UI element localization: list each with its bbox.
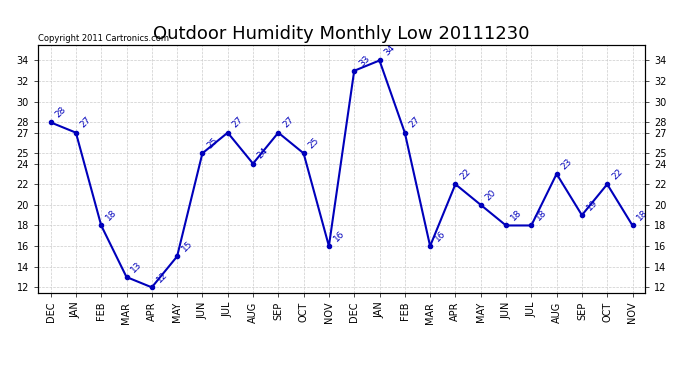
Text: 28: 28 (53, 105, 68, 120)
Text: 24: 24 (256, 147, 270, 161)
Text: 16: 16 (433, 229, 447, 243)
Text: 18: 18 (534, 208, 549, 223)
Text: 27: 27 (408, 116, 422, 130)
Text: 20: 20 (484, 188, 498, 202)
Text: 18: 18 (635, 208, 650, 223)
Text: 16: 16 (332, 229, 346, 243)
Text: 12: 12 (155, 270, 169, 285)
Text: 27: 27 (230, 116, 245, 130)
Text: 25: 25 (306, 136, 321, 150)
Text: 15: 15 (180, 239, 195, 254)
Text: 27: 27 (79, 116, 93, 130)
Text: Copyright 2011 Cartronics.com: Copyright 2011 Cartronics.com (38, 33, 169, 42)
Title: Outdoor Humidity Monthly Low 20111230: Outdoor Humidity Monthly Low 20111230 (153, 26, 530, 44)
Text: 13: 13 (129, 260, 144, 274)
Text: 19: 19 (584, 198, 599, 212)
Text: 22: 22 (610, 167, 624, 182)
Text: 27: 27 (281, 116, 295, 130)
Text: 22: 22 (458, 167, 473, 182)
Text: 18: 18 (104, 208, 119, 223)
Text: 18: 18 (509, 208, 523, 223)
Text: 25: 25 (205, 136, 219, 150)
Text: 34: 34 (382, 43, 397, 58)
Text: 23: 23 (560, 157, 574, 171)
Text: 33: 33 (357, 54, 371, 68)
